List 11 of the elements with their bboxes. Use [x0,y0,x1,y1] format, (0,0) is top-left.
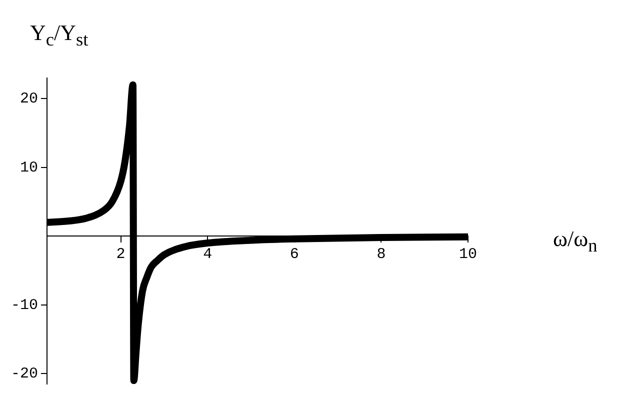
y-axis-title: Y$_{c}$/Y$_{st}$ [30,20,88,50]
y-tick-label: 10 [20,159,38,176]
x-tick-label: 6 [290,246,299,264]
x-axis-title: ω/ω$_{n}$ [553,226,598,256]
y-tick-label: -10 [10,296,38,314]
x-tick-label: 4 [203,246,212,264]
x-tick-label: 2 [116,246,126,264]
x-tick-label: 8 [376,246,386,264]
x-tick-label: 10 [458,246,478,264]
y-tick-label: 20 [20,90,38,108]
y-tick-label: -20 [10,366,38,383]
